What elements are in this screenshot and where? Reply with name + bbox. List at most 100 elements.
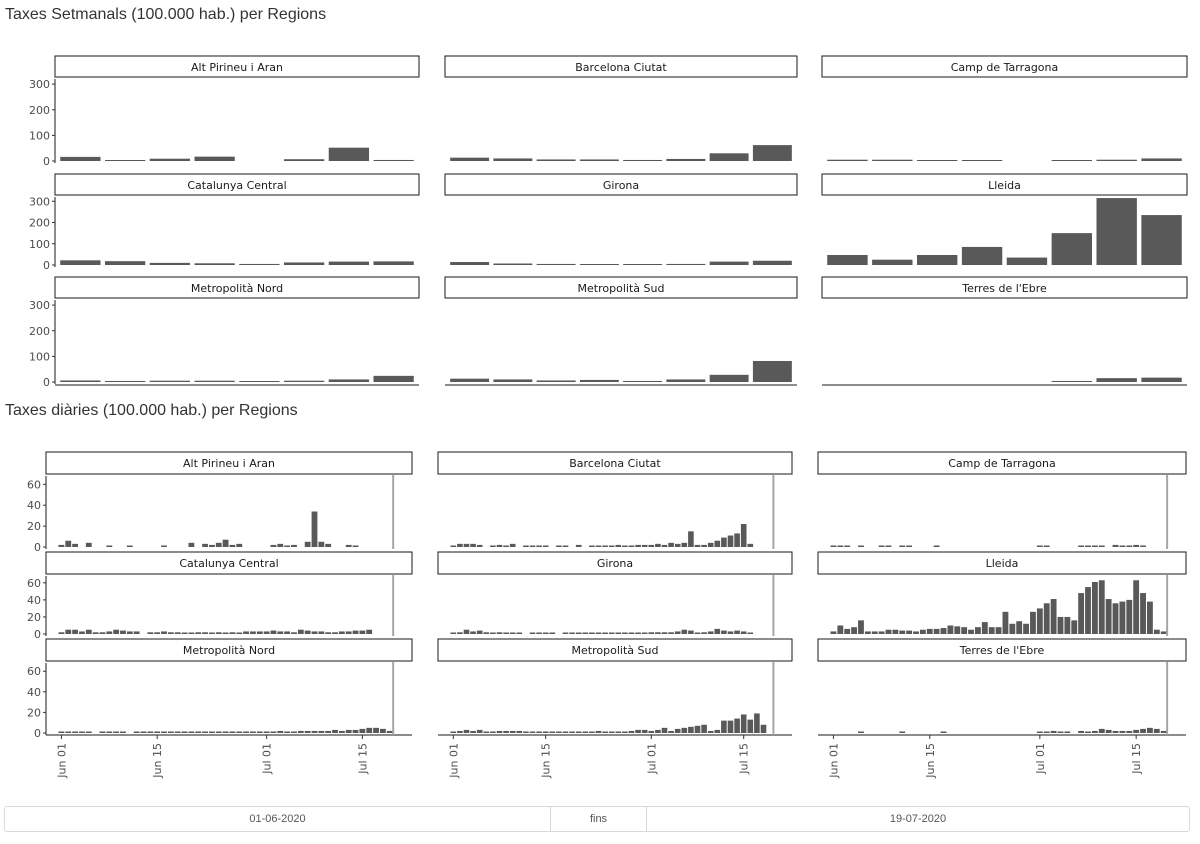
bar: [666, 263, 706, 265]
x-tick-label: Jun 01: [447, 743, 460, 779]
facet-strip: [45, 551, 413, 575]
bar: [222, 539, 229, 547]
bar: [1023, 623, 1030, 634]
bar: [208, 544, 215, 547]
facet-strip: [437, 638, 793, 662]
facet-strip: [437, 551, 793, 575]
x-tick-label: Jul 01: [1034, 743, 1047, 775]
bar: [721, 537, 727, 547]
panel-barcelona-ciutat: Barcelona Ciutat: [444, 55, 798, 161]
bar: [668, 542, 674, 547]
bar: [641, 729, 648, 733]
bar: [827, 159, 868, 161]
bar: [450, 632, 457, 634]
bar: [463, 629, 470, 634]
bar: [635, 632, 641, 634]
y-tick-label: 300: [29, 299, 50, 312]
bar: [373, 375, 414, 382]
bar: [523, 731, 529, 733]
bar: [283, 262, 325, 265]
bar: [503, 632, 509, 634]
bar: [549, 731, 556, 733]
bar: [325, 543, 332, 547]
bar: [536, 632, 542, 634]
bar: [92, 632, 99, 634]
bar: [721, 720, 727, 733]
bar: [140, 731, 147, 733]
bar: [208, 632, 215, 634]
bar: [575, 544, 582, 547]
bar: [1146, 727, 1153, 733]
start-date-input[interactable]: 01-06-2020: [5, 807, 551, 831]
bar: [655, 729, 661, 733]
bar: [615, 731, 622, 733]
bar: [1126, 545, 1133, 547]
bar: [529, 632, 536, 634]
bar: [549, 632, 556, 634]
x-tick-label: Jun 01: [55, 743, 68, 779]
bar: [194, 380, 235, 382]
bar: [1098, 728, 1105, 733]
bar: [1119, 730, 1126, 733]
bar: [556, 545, 562, 547]
bar: [229, 632, 236, 634]
facet-strip-label: Camp de Tarragona: [951, 61, 1059, 74]
bar: [622, 731, 628, 733]
bar: [161, 545, 167, 547]
bar: [161, 631, 167, 634]
bar: [885, 545, 892, 547]
bar: [120, 731, 126, 733]
bar: [1051, 160, 1093, 161]
x-tick-label: Jul 01: [261, 743, 274, 775]
bar: [623, 264, 663, 265]
bar: [277, 730, 284, 733]
bar: [940, 731, 947, 733]
bar: [1050, 599, 1057, 634]
bar: [277, 543, 284, 547]
bar: [1009, 623, 1016, 634]
bar: [345, 631, 352, 634]
bar: [919, 629, 926, 634]
bar: [463, 543, 470, 547]
bar: [747, 632, 754, 634]
y-tick-label: 40: [27, 594, 41, 607]
bar: [899, 545, 906, 547]
facet-strip: [54, 276, 420, 299]
bar: [933, 628, 940, 634]
bar: [284, 631, 291, 634]
bar: [450, 262, 490, 265]
bar: [297, 730, 304, 733]
bar: [933, 545, 940, 547]
bar: [202, 632, 208, 634]
bar: [1098, 580, 1105, 634]
bar: [188, 632, 195, 634]
bar: [250, 631, 256, 634]
end-date-input[interactable]: 19-07-2020: [889, 813, 947, 825]
bar: [536, 545, 542, 547]
bar: [602, 632, 608, 634]
bar: [450, 157, 490, 161]
bar: [752, 145, 792, 161]
bar: [58, 632, 65, 634]
bar: [366, 727, 373, 733]
facet-strip: [54, 173, 420, 196]
bar: [681, 727, 688, 733]
bar: [595, 632, 602, 634]
bar: [830, 631, 837, 634]
bar: [844, 628, 851, 634]
bar: [1091, 545, 1098, 547]
bar: [734, 533, 740, 547]
bar: [373, 261, 414, 265]
bar: [523, 545, 529, 547]
bar: [899, 731, 906, 733]
bar: [1043, 731, 1050, 733]
bar: [556, 731, 562, 733]
bar: [569, 731, 575, 733]
bar: [709, 374, 749, 382]
bar: [536, 380, 576, 382]
bar: [174, 632, 181, 634]
bar: [104, 160, 146, 161]
bar: [147, 731, 154, 733]
bar: [328, 261, 370, 265]
bar: [174, 731, 181, 733]
